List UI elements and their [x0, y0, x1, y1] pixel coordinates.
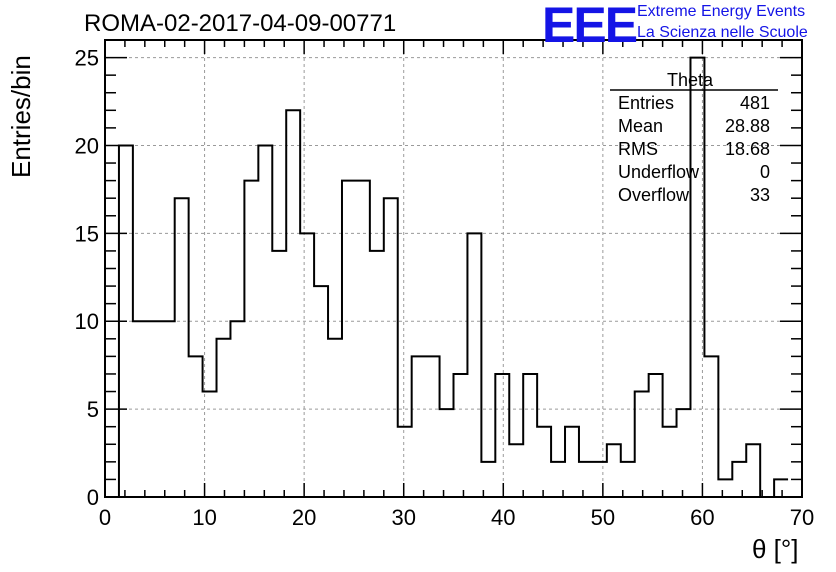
- histogram-bin: [412, 356, 426, 497]
- histogram-bin: [635, 392, 649, 497]
- histogram-bin: [203, 392, 217, 497]
- stat-underflow-label: Underflow: [618, 162, 700, 182]
- stat-rms-value: 18.68: [724, 139, 770, 159]
- x-tick-label: 40: [491, 505, 515, 530]
- x-tick-label: 60: [690, 505, 714, 530]
- histogram-bin: [356, 181, 370, 497]
- stat-mean-label: Mean: [618, 116, 664, 136]
- x-tick-label: 10: [192, 505, 216, 530]
- histogram-bin: [732, 462, 746, 497]
- histogram-bin: [454, 374, 468, 497]
- histogram-bin: [286, 110, 300, 497]
- stat-entries-value: 481: [739, 93, 770, 113]
- histogram-bin: [175, 198, 189, 497]
- x-tick-label: 0: [99, 505, 111, 530]
- stat-overflow-value: 33: [749, 185, 770, 205]
- histogram-bin: [607, 444, 621, 497]
- x-axis-label: θ [°]: [752, 534, 799, 564]
- histogram-series: [117, 56, 789, 498]
- tick-labels: 0 10 20 30 40 50 60 70 0 5 10 15 20 25: [75, 46, 815, 530]
- histogram-bin: [495, 374, 509, 497]
- histogram-bin: [565, 427, 579, 497]
- histogram-bin: [384, 198, 398, 497]
- y-tick-label: 0: [87, 485, 99, 510]
- x-tick-label: 70: [790, 505, 814, 530]
- histogram-bin: [426, 356, 440, 497]
- histogram-bin: [217, 339, 231, 497]
- logo-line-2: La Scienza nelle Scuole: [637, 24, 808, 41]
- histogram-bin: [133, 321, 147, 497]
- histogram-bin: [161, 321, 175, 497]
- y-tick-label: 15: [75, 221, 99, 246]
- y-tick-label: 10: [75, 309, 99, 334]
- histogram-bin: [523, 374, 537, 497]
- histogram-bin: [328, 339, 342, 497]
- histogram-bin: [774, 479, 788, 497]
- y-tick-label: 25: [75, 46, 99, 71]
- histogram-bin: [370, 251, 384, 497]
- histogram-bin: [746, 444, 760, 497]
- stat-overflow-label: Overflow: [618, 185, 690, 205]
- x-tick-label: 30: [391, 505, 415, 530]
- logo-line-1: Extreme Energy Events: [637, 3, 806, 20]
- histogram-bin: [189, 356, 203, 497]
- histogram-outline: [117, 56, 789, 498]
- chart-title: ROMA-02-2017-04-09-00771: [84, 10, 397, 37]
- histogram-bin: [690, 58, 704, 497]
- histogram-bin: [244, 181, 258, 497]
- histogram-bin: [537, 427, 551, 497]
- histogram-bin: [593, 462, 607, 497]
- y-axis-label: Entries/bin: [6, 55, 36, 178]
- histogram-bin: [467, 233, 481, 497]
- histogram-bin: [704, 356, 718, 497]
- histogram-bin: [649, 374, 663, 497]
- histogram-bin: [230, 321, 244, 497]
- axis-ticks: [104, 39, 803, 498]
- y-tick-label: 5: [87, 397, 99, 422]
- histogram-bin: [677, 409, 691, 497]
- stat-underflow-value: 0: [759, 162, 770, 182]
- eee-logo: EEE: [542, 0, 638, 53]
- histogram-bin: [147, 321, 161, 497]
- histogram-bin: [579, 462, 593, 497]
- stat-mean-value: 28.88: [724, 116, 770, 136]
- histogram-bin: [258, 145, 272, 497]
- histogram-bin: [300, 233, 314, 497]
- histogram-bin: [272, 251, 286, 497]
- stats-title: Theta: [667, 70, 714, 90]
- x-tick-label: 50: [591, 505, 615, 530]
- histogram-bin: [342, 181, 356, 497]
- stat-entries-label: Entries: [618, 93, 675, 113]
- histogram-bin: [718, 479, 732, 497]
- histogram-bin: [314, 286, 328, 497]
- histogram-bin: [663, 427, 677, 497]
- histogram-bin: [440, 409, 454, 497]
- histogram-bin: [509, 444, 523, 497]
- histogram-bin: [398, 427, 412, 497]
- y-tick-label: 20: [75, 133, 99, 158]
- stat-rms-label: RMS: [618, 139, 658, 159]
- x-tick-label: 20: [292, 505, 316, 530]
